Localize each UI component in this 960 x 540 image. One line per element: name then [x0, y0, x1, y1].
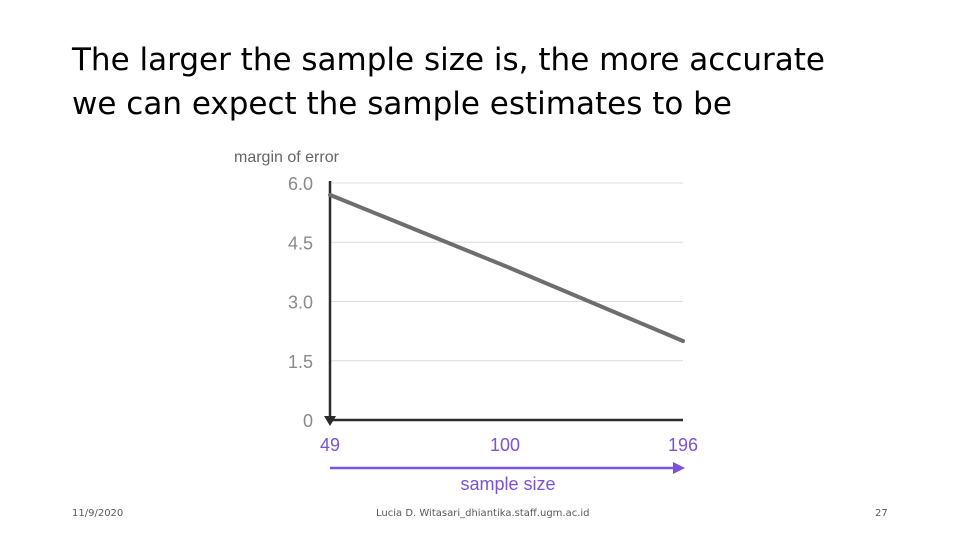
x-axis-label: sample size [460, 474, 555, 494]
slide-title-line-2: we can expect the sample estimates to be [72, 86, 732, 122]
x-tick-label: 49 [320, 435, 340, 455]
x-tick-label: 196 [668, 435, 698, 455]
y-tick-label: 0 [303, 411, 313, 431]
footer-author: Lucia D. Witasari_dhiantika.staff.ugm.ac… [376, 508, 590, 519]
footer-page-number: 27 [875, 508, 888, 519]
slide-title-line-1: The larger the sample size is, the more … [72, 42, 825, 78]
data-point-2 [681, 339, 685, 343]
x-direction-arrow-icon [673, 462, 685, 474]
x-tick-label: 100 [490, 435, 520, 455]
data-point-0 [328, 192, 332, 197]
data-point-1 [503, 263, 507, 268]
y-axis-label: margin of error [234, 149, 340, 166]
grid-layer [330, 182, 683, 362]
y-tick-label: 1.5 [288, 352, 313, 372]
y-tick-label: 3.0 [288, 293, 313, 313]
y-tick-label: 6.0 [288, 174, 313, 194]
y-tick-label: 4.5 [288, 233, 313, 253]
footer-date: 11/9/2020 [72, 508, 124, 519]
series-line-0 [329, 192, 684, 343]
slide-title: The larger the sample size is, the more … [72, 38, 892, 126]
series-layer [328, 192, 685, 343]
label-layer: 6.0 4.5 3.0 1.5 0 margin of error 49 100 196 samp… [234, 149, 698, 494]
axis-layer [324, 181, 685, 474]
